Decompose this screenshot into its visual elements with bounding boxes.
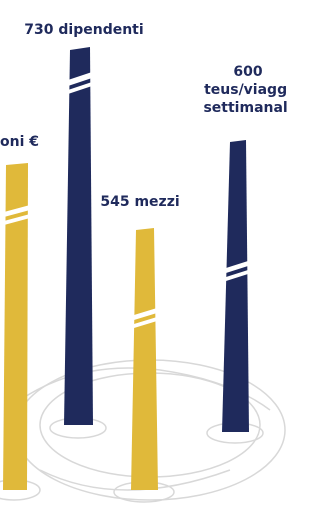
pillar-employees xyxy=(64,47,93,425)
label: settimanali xyxy=(203,100,288,116)
pillar-left xyxy=(3,163,30,490)
infographic: oni € 730 dipendenti 545 mezzi 600 teus/… xyxy=(0,0,288,529)
page: oni € 730 dipendenti 545 mezzi 600 teus/… xyxy=(0,0,320,529)
label: 600 xyxy=(233,64,262,80)
label: teus/viaggi xyxy=(204,82,288,98)
label: 545 mezzi xyxy=(100,194,179,210)
pillar-teus xyxy=(222,140,249,432)
label: 730 dipendenti xyxy=(24,22,143,38)
label: oni € xyxy=(0,134,39,150)
pillar-vehicles xyxy=(131,228,158,490)
